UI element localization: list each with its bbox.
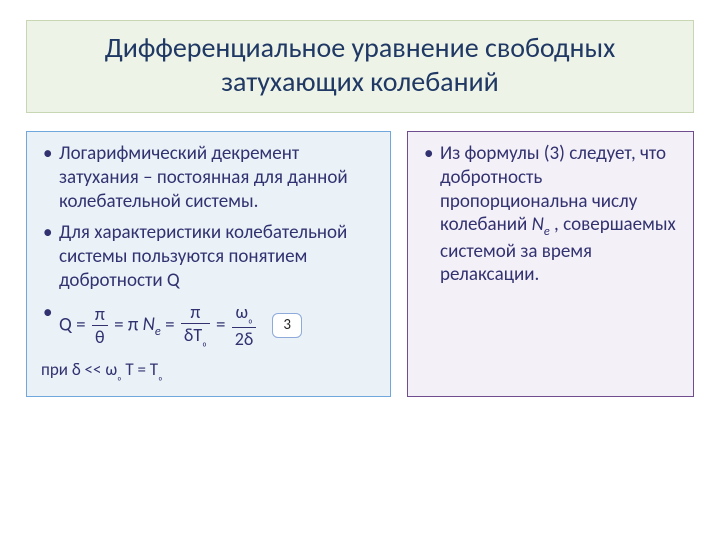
text-prefix: Для характеристики колебательной системы…	[59, 221, 347, 268]
den-dt: δT₀	[181, 323, 210, 350]
frac-pi-dt: π δT₀	[181, 301, 210, 351]
omega-sub: ₀	[248, 312, 253, 326]
columns: Логарифмический декремент затухания – по…	[26, 131, 694, 397]
num-omega: ω₀	[232, 301, 257, 327]
den-dt-text: δT	[184, 324, 202, 346]
slide-title: Дифференциальное уравнение свободных зат…	[45, 31, 675, 98]
n-sub: e	[155, 324, 161, 339]
bullet-log-decrement: Логарифмический декремент затухания – по…	[41, 142, 376, 213]
formula-row: Q = π θ = π Ne = π δT₀ =	[59, 301, 376, 351]
frac-pi-theta: π θ	[92, 303, 108, 349]
num-pi: π	[92, 303, 108, 326]
formula-content: Q = π θ = π Ne = π δT₀ =	[59, 301, 258, 351]
foot-b: T = T	[122, 359, 159, 380]
frac-omega-2d: ω₀ 2δ	[232, 301, 257, 351]
text-quality-q: добротности Q	[59, 269, 180, 292]
eq2: =	[165, 313, 179, 336]
foot-a: при δ << ω	[41, 359, 117, 380]
n-symbol: N	[143, 313, 155, 336]
left-list: Логарифмический декремент затухания – по…	[41, 142, 376, 350]
equation-tag: 3	[272, 313, 302, 338]
footnote-condition: при δ << ω₀ T = T₀	[41, 359, 376, 382]
title-box: Дифференциальное уравнение свободных зат…	[26, 20, 694, 113]
den-dt-sub: ₀	[202, 336, 207, 350]
eq3: =	[216, 313, 230, 336]
right-list: Из формулы (3) следует, что добротность …	[422, 142, 679, 287]
right-column: Из формулы (3) следует, что добротность …	[407, 131, 694, 397]
left-column: Логарифмический декремент затухания – по…	[26, 131, 391, 397]
bullet-formula: Q = π θ = π Ne = π δT₀ =	[41, 301, 376, 351]
bullet-formula-conclusion: Из формулы (3) следует, что добротность …	[422, 142, 679, 287]
eq-pi-ne: = π	[114, 313, 143, 336]
foot-sub2: ₀	[158, 368, 162, 382]
slide: Дифференциальное уравнение свободных зат…	[0, 0, 720, 540]
right-ne: N	[532, 213, 544, 236]
den-theta: θ	[92, 325, 108, 349]
den-2delta: 2δ	[232, 327, 257, 351]
q-equals: Q =	[59, 313, 90, 336]
omega-sym: ω	[235, 301, 248, 323]
bullet-quality-factor: Для характеристики колебательной системы…	[41, 221, 376, 292]
num-pi2: π	[181, 301, 210, 324]
